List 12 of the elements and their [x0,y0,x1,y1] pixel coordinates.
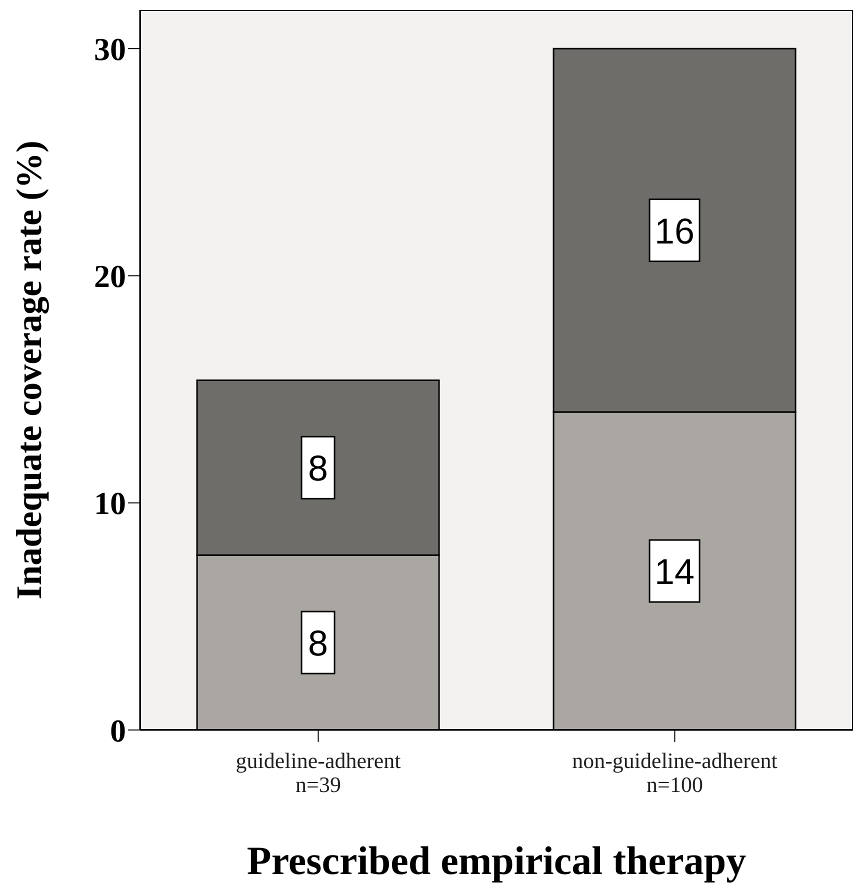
x-tick-label: non-guideline-adherent n=100 [572,748,778,797]
y-axis-title: Inadequate coverage rate (%) [8,140,49,600]
y-tick-label: 0 [110,712,126,748]
x-tick-label: guideline-adherent n=39 [236,748,401,797]
data-label: 16 [654,210,695,252]
y-tick-label: 10 [94,485,126,522]
data-label: 14 [654,551,695,592]
data-label: 8 [308,622,328,664]
x-axis-title: Prescribed empirical therapy [246,838,746,883]
y-tick-label: 20 [94,258,126,294]
y-tick-label: 30 [94,30,126,67]
data-label: 8 [308,448,328,489]
